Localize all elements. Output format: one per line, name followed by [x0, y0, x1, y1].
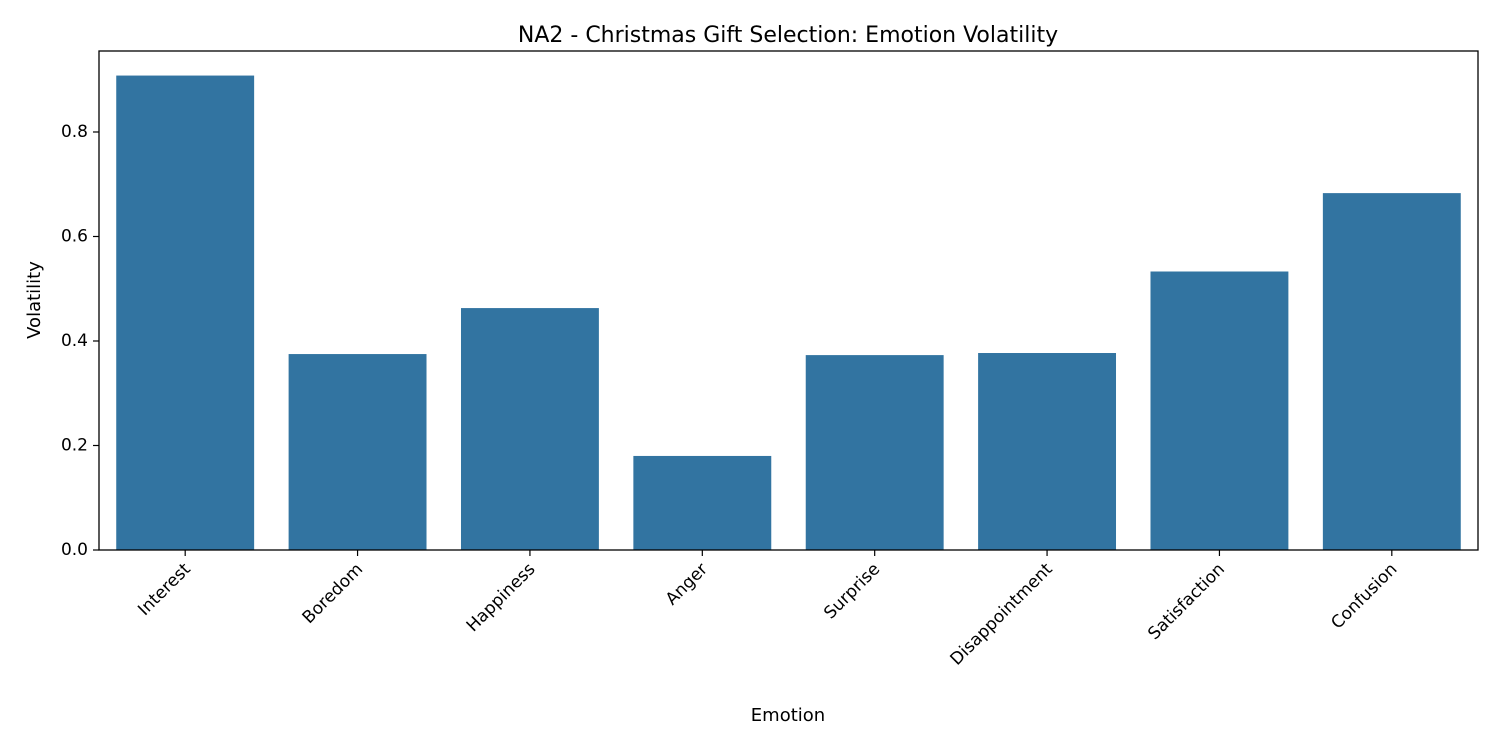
x-tick-label: Confusion	[1327, 559, 1401, 633]
bar-confusion	[1322, 193, 1461, 550]
x-tick-label: Boredom	[299, 559, 368, 628]
y-tick-label: 0.0	[61, 540, 88, 560]
bar-satisfaction	[1150, 271, 1289, 550]
bar-interest	[116, 75, 255, 551]
x-tick-label: Anger	[662, 559, 712, 609]
y-tick-label: 0.2	[61, 435, 88, 455]
chart-title: NA2 - Christmas Gift Selection: Emotion …	[518, 23, 1058, 48]
y-axis-ticks: 0.0 0.2 0.4 0.6 0.8	[61, 122, 99, 560]
x-axis-label: Emotion	[751, 705, 825, 726]
bar-anger	[633, 455, 772, 550]
bar-happiness	[460, 308, 599, 550]
x-axis-ticks: Interest Boredom Happiness Anger Surprise Dis…	[134, 550, 1401, 669]
x-tick-label: Disappointment	[946, 559, 1056, 669]
x-tick-label: Interest	[134, 559, 195, 620]
bar-boredom	[288, 354, 427, 550]
x-tick-label: Surprise	[820, 559, 884, 623]
x-tick-label: Happiness	[463, 559, 540, 636]
y-tick-label: 0.8	[61, 122, 88, 142]
plot-frame	[98, 50, 1479, 551]
bars-group	[116, 75, 1461, 551]
y-tick-label: 0.6	[61, 226, 88, 246]
y-axis-label: Volatility	[24, 261, 45, 339]
y-tick-label: 0.4	[61, 331, 88, 351]
bar-disappointment	[978, 353, 1117, 550]
x-tick-label: Satisfaction	[1144, 559, 1229, 644]
bar-surprise	[805, 355, 944, 550]
